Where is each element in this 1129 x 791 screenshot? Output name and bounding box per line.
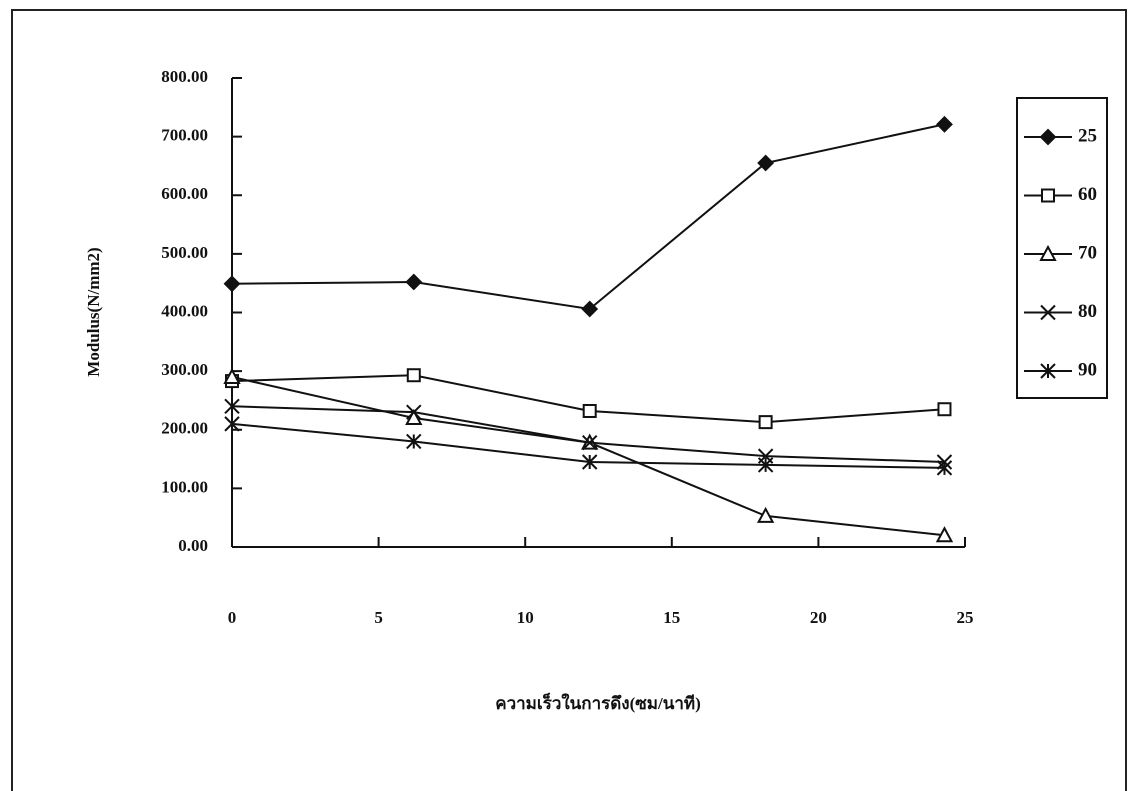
- chart-frame: [11, 9, 1127, 791]
- data-point: [756, 506, 775, 523]
- x-tick-label: 20: [810, 608, 827, 627]
- data-point: [223, 367, 241, 384]
- y-tick-label: 300.00: [161, 360, 208, 379]
- data-point: [406, 368, 421, 383]
- data-point: [581, 454, 598, 470]
- legend-box: [1016, 97, 1108, 399]
- data-point: [223, 275, 241, 293]
- data-point: [582, 403, 597, 418]
- legend-label: 80: [1078, 301, 1097, 322]
- data-point: [405, 408, 423, 426]
- data-point: [935, 526, 954, 543]
- data-point: [757, 457, 774, 473]
- y-tick-label: 500.00: [161, 243, 208, 262]
- y-tick-label: 0.00: [178, 536, 208, 555]
- legend-label: 90: [1078, 359, 1097, 380]
- y-tick-label: 700.00: [161, 126, 208, 145]
- y-tick-label: 200.00: [161, 419, 208, 438]
- y-tick-label: 100.00: [161, 477, 208, 496]
- x-tick-label: 25: [957, 608, 974, 627]
- legend-label: 70: [1078, 242, 1097, 263]
- data-point: [936, 115, 953, 133]
- legend-marker: [1040, 363, 1056, 379]
- legend-label: 25: [1078, 125, 1097, 146]
- legend-marker: [1039, 244, 1057, 261]
- x-tick-label: 15: [663, 608, 680, 627]
- legend-marker: [1039, 128, 1057, 146]
- data-point: [406, 404, 422, 420]
- y-tick-label: 800.00: [161, 67, 208, 86]
- y-tick-label: 400.00: [161, 301, 208, 320]
- data-point: [581, 434, 598, 451]
- data-point: [936, 460, 953, 476]
- data-point: [757, 154, 775, 172]
- data-point: [224, 416, 240, 432]
- legend-marker: [1040, 304, 1056, 321]
- data-point: [758, 415, 773, 430]
- data-point: [406, 433, 422, 450]
- x-tick-label: 10: [517, 608, 534, 627]
- data-point: [224, 398, 240, 415]
- data-point: [405, 273, 423, 291]
- legend-marker: [1041, 188, 1055, 203]
- y-tick-label: 600.00: [161, 184, 208, 203]
- x-axis-label: ความเร็วในการดึง(ซม/นาที): [495, 691, 701, 713]
- data-point: [937, 402, 952, 417]
- data-point: [581, 300, 599, 318]
- x-tick-label: 5: [374, 608, 383, 627]
- y-axis-label: Modulus(N/mm2): [84, 247, 103, 376]
- legend-label: 60: [1078, 184, 1097, 205]
- x-tick-label: 0: [228, 608, 237, 627]
